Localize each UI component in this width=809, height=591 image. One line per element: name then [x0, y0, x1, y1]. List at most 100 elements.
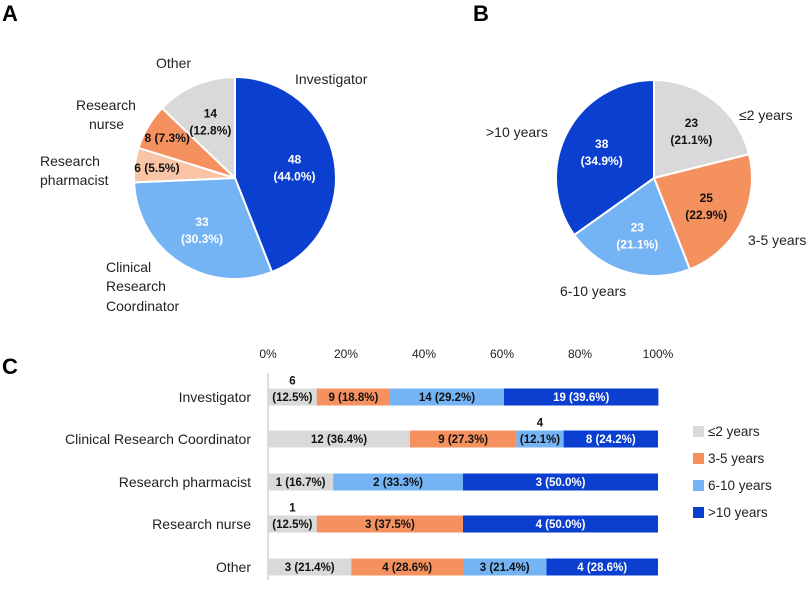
pie-a-slice-label-research-nurse: 8 (7.3%) — [145, 131, 190, 145]
bar-label-research-pharmacist-le2-years: 1 (16.7%) — [276, 477, 326, 489]
bar-research-pharmacist-le2-years — [268, 473, 334, 491]
legend-swatch-le2-years — [693, 426, 704, 437]
pie-a-label-investigator: Investigator — [295, 71, 368, 87]
pie-b-slice-percent-3-5-years: (22.9%) — [685, 208, 727, 222]
pie-b-slice-count-6-10-years: 23 — [631, 220, 645, 234]
pie-a-slice-percent-investigator: (44.0%) — [273, 170, 315, 184]
row-label-investigator: Investigator — [179, 389, 252, 405]
pie-a-slice-label-research-pharmacist: 6 (5.5%) — [134, 161, 179, 175]
bar-investigator-3-5-years — [316, 388, 391, 406]
bar-label-research-pharmacist-6-10-years: 2 (33.3%) — [373, 477, 423, 489]
pie-b-slice-3-5-years — [652, 153, 753, 271]
x-tick-0: 0% — [259, 347, 277, 361]
panel-letter-c: C — [2, 354, 18, 379]
pie-b-slice-percent-le2-years: (21.1%) — [670, 133, 712, 147]
bar-label-investigator-6-10-years: 14 (29.2%) — [419, 392, 475, 404]
legend-label-6-10-years: 6-10 years — [708, 478, 772, 493]
bar-label-investigator-3-5-years: 9 (18.8%) — [328, 392, 378, 404]
bar-label-investigator-le2-years: (12.5%) — [272, 392, 312, 404]
pie-b-category-labels: ≤2 years 3-5 years 6-10 years >10 years — [486, 107, 806, 299]
pie-b-slice-le2-years — [653, 78, 751, 180]
pie-a-label-other: Other — [156, 55, 191, 71]
bar-label-other-le2-years: 3 (21.4%) — [285, 562, 335, 574]
panel-letter-b: B — [473, 1, 489, 26]
bar-other-le2-years — [268, 558, 352, 576]
row-label-other: Other — [216, 559, 251, 575]
pie-b-label-gt10: >10 years — [486, 124, 548, 140]
bar-label-other-3-5-years: 4 (28.6%) — [382, 562, 432, 574]
x-tick-1: 20% — [334, 347, 358, 361]
bar-investigator-6-10-years — [390, 388, 504, 406]
pie-a-label-pharmacist-line2: pharmacist — [40, 172, 109, 188]
pie-b-slice-count-3-5-years: 25 — [700, 191, 714, 205]
bar-research-nurse-gt10-years — [463, 515, 658, 533]
bar-count-research-nurse-le2-years: 1 — [289, 503, 296, 515]
bar-label-clinical-research-coordinator-3-5-years: 9 (27.3%) — [438, 434, 488, 446]
bar-label-other-gt10-years: 4 (28.6%) — [577, 562, 627, 574]
pie-b-slice-gt10-years — [555, 78, 655, 237]
pie-a-slice-investigator — [234, 75, 337, 274]
pie-b-slice-count-gt10-years: 38 — [595, 137, 609, 151]
bar-label-clinical-research-coordinator-6-10-years: (12.1%) — [520, 434, 560, 446]
legend-label-3-5-years: 3-5 years — [708, 451, 765, 466]
pie-chart-role: 48 (44.0%) 33 (30.3%) 6 (5.5%) 8 (7.3%) 14 (12.… — [133, 75, 337, 280]
row-label-research-pharmacist: Research pharmacist — [119, 474, 251, 490]
pie-a-label-pharmacist-line1: Research — [40, 153, 100, 169]
bar-label-clinical-research-coordinator-gt10-years: 8 (24.2%) — [586, 434, 636, 446]
x-tick-5: 100% — [643, 347, 674, 361]
pie-a-slice-other — [160, 75, 236, 181]
bar-clinical-research-coordinator-gt10-years — [563, 430, 658, 448]
bar-other-3-5-years — [351, 558, 463, 576]
pie-b-slice-percent-gt10-years: (34.9%) — [581, 154, 623, 168]
bar-research-pharmacist-6-10-years — [333, 473, 463, 491]
bar-investigator-gt10-years — [503, 388, 659, 406]
pie-a-label-crc-line2: Research — [106, 278, 166, 294]
bar-other-gt10-years — [546, 558, 658, 576]
pie-a-slice-percent-clinical-research-coordinator: (30.3%) — [181, 232, 223, 246]
pie-b-slice-count-le2-years: 23 — [685, 116, 699, 130]
legend-label-le2-years: ≤2 years — [708, 424, 760, 439]
bar-label-research-nurse-3-5-years: 3 (37.5%) — [365, 519, 415, 531]
x-tick-3: 60% — [490, 347, 514, 361]
legend-swatch-6-10-years — [693, 480, 704, 491]
bar-count-clinical-research-coordinator-6-10-years: 4 — [537, 418, 544, 430]
bar-clinical-research-coordinator-3-5-years — [409, 430, 517, 448]
row-label-clinical-research-coordinator: Clinical Research Coordinator — [65, 431, 251, 447]
pie-chart-experience: 23 (21.1%) 25 (22.9%) 23 (21.1%) 38 (34.9%) — [555, 78, 753, 277]
bar-research-nurse-le2-years — [268, 515, 317, 533]
pie-b-label-le2: ≤2 years — [739, 107, 793, 123]
pie-a-slice-count-investigator: 48 — [288, 153, 302, 167]
bar-label-clinical-research-coordinator-le2-years: 12 (36.4%) — [311, 434, 367, 446]
bar-label-other-6-10-years: 3 (21.4%) — [480, 562, 530, 574]
row-label-research-nurse: Research nurse — [152, 516, 251, 532]
pie-a-label-nurse-line2: nurse — [89, 116, 124, 132]
pie-a-label-crc-line1: Clinical — [106, 259, 151, 275]
pie-b-slice-percent-6-10-years: (21.1%) — [616, 237, 658, 251]
stacked-bar-chart: 0% 20% 40% 60% 80% 100% Investigator (12.5%) 6 9 … — [65, 347, 674, 580]
pie-a-slice-count-clinical-research-coordinator: 33 — [195, 215, 209, 229]
legend-swatch-3-5-years — [693, 453, 704, 464]
bar-research-nurse-3-5-years — [316, 515, 463, 533]
bar-other-6-10-years — [463, 558, 547, 576]
bar-clinical-research-coordinator-6-10-years — [516, 430, 564, 448]
bar-research-pharmacist-gt10-years — [463, 473, 658, 491]
legend: ≤2 years 3-5 years 6-10 years >10 years — [693, 424, 772, 520]
bar-label-research-pharmacist-gt10-years: 3 (50.0%) — [536, 477, 586, 489]
legend-swatch-gt10-years — [693, 507, 704, 518]
bar-count-investigator-le2-years: 6 — [289, 376, 295, 388]
x-tick-4: 80% — [568, 347, 592, 361]
legend-label-gt10-years: >10 years — [708, 505, 768, 520]
pie-b-label-3-5: 3-5 years — [748, 232, 806, 248]
pie-a-category-labels: Investigator Other Research nurse Resear… — [40, 55, 368, 314]
pie-b-slice-6-10-years — [572, 176, 692, 277]
pie-a-slice-count-other: 14 — [204, 106, 218, 120]
bar-investigator-le2-years — [268, 388, 317, 406]
bar-label-investigator-gt10-years: 19 (39.6%) — [553, 392, 609, 404]
panel-letter-a: A — [2, 1, 18, 26]
bar-label-research-nurse-gt10-years: 4 (50.0%) — [536, 519, 586, 531]
pie-a-slice-clinical-research-coordinator — [133, 176, 274, 280]
pie-a-slice-percent-other: (12.8%) — [189, 123, 231, 137]
bar-clinical-research-coordinator-le2-years — [268, 430, 410, 448]
x-tick-2: 40% — [412, 347, 436, 361]
